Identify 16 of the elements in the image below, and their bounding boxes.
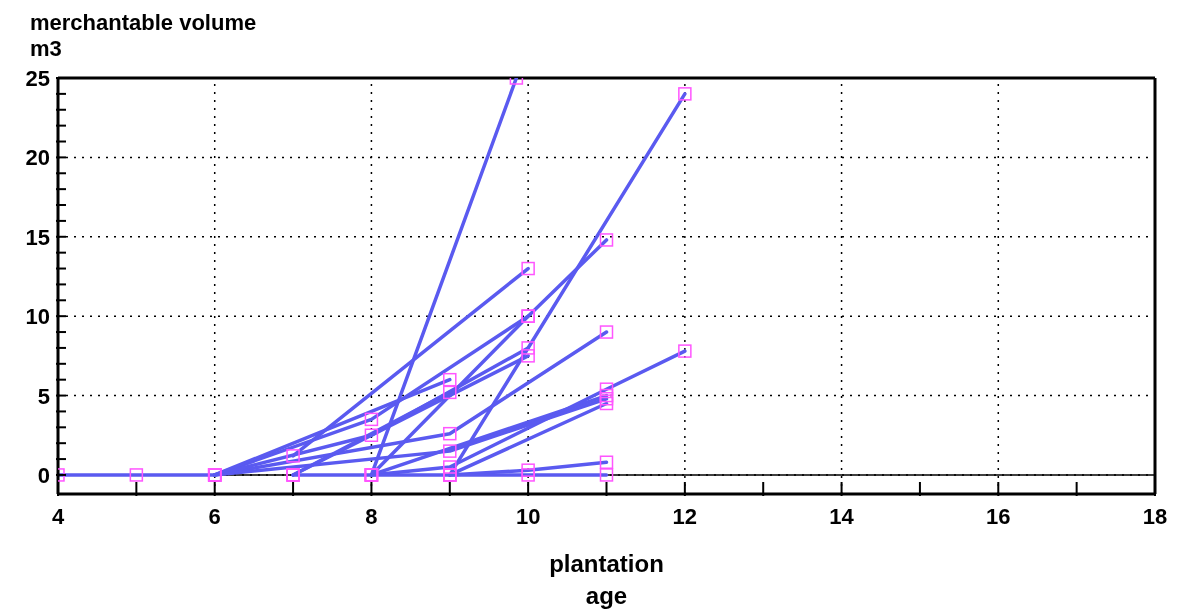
x-tick-label: 16: [986, 504, 1011, 529]
y-tick-label: 10: [25, 304, 50, 330]
x-tick-label: 18: [1142, 504, 1168, 529]
x-tick-label: 6: [208, 504, 221, 529]
x-tick-label: 10: [515, 504, 541, 529]
x-axis-title: plantation age: [548, 549, 665, 611]
y-tick-label: 5: [37, 383, 50, 409]
y-tick-label: 25: [25, 66, 50, 91]
x-tick-label: 4: [51, 504, 65, 529]
y-tick-label: 0: [37, 462, 50, 488]
x-tick-label: 8: [365, 504, 378, 529]
y-axis-title: merchantable volume m3: [30, 10, 257, 62]
x-tick-label: 14: [829, 504, 855, 529]
x-tick-label: 12: [672, 504, 698, 529]
y-tick-label: 15: [25, 224, 50, 250]
y-tick-label: 20: [25, 145, 50, 171]
